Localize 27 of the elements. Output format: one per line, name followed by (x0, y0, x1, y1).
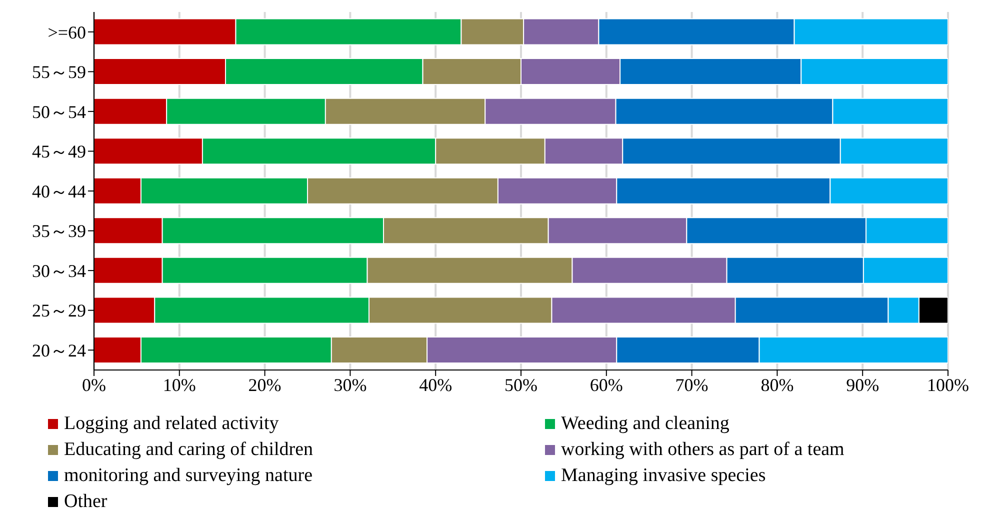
x-tick-label: 60% (590, 374, 623, 395)
legend-label: monitoring and surveying nature (64, 464, 313, 488)
x-tick-label: 50% (504, 374, 538, 395)
legend-label: Other (64, 490, 108, 514)
x-tick-label: 40% (419, 374, 452, 395)
x-tick-label: 100% (927, 374, 969, 395)
x-tick-label: 0% (82, 374, 106, 395)
x-tick-label: 30% (334, 374, 367, 395)
y-tick-label: 55～59 (32, 62, 86, 82)
x-tick-label: 90% (846, 374, 880, 395)
legend-label: Educating and caring of children (64, 438, 314, 462)
y-tick-label: >=60 (48, 22, 86, 42)
legend-label: Weeding and cleaning (561, 412, 730, 436)
x-tick-label: 20% (248, 374, 282, 395)
legend-label: Managing invasive species (561, 464, 766, 488)
y-tick-label: 20～24 (32, 340, 86, 360)
y-tick-label: 40～44 (32, 181, 86, 202)
y-tick-label: 30～34 (32, 260, 86, 281)
legend-label: Logging and related activity (64, 412, 279, 436)
y-tick-label: 35～39 (32, 221, 86, 242)
legend-label: working with others as part of a team (561, 438, 844, 462)
x-tick-label: 80% (760, 374, 794, 395)
x-tick-label: 10% (162, 374, 196, 395)
x-tick-label: 70% (675, 374, 708, 395)
y-tick-label: 25～29 (32, 300, 86, 321)
y-tick-label: 45～49 (32, 142, 86, 162)
y-tick-label: 50～54 (32, 102, 86, 122)
